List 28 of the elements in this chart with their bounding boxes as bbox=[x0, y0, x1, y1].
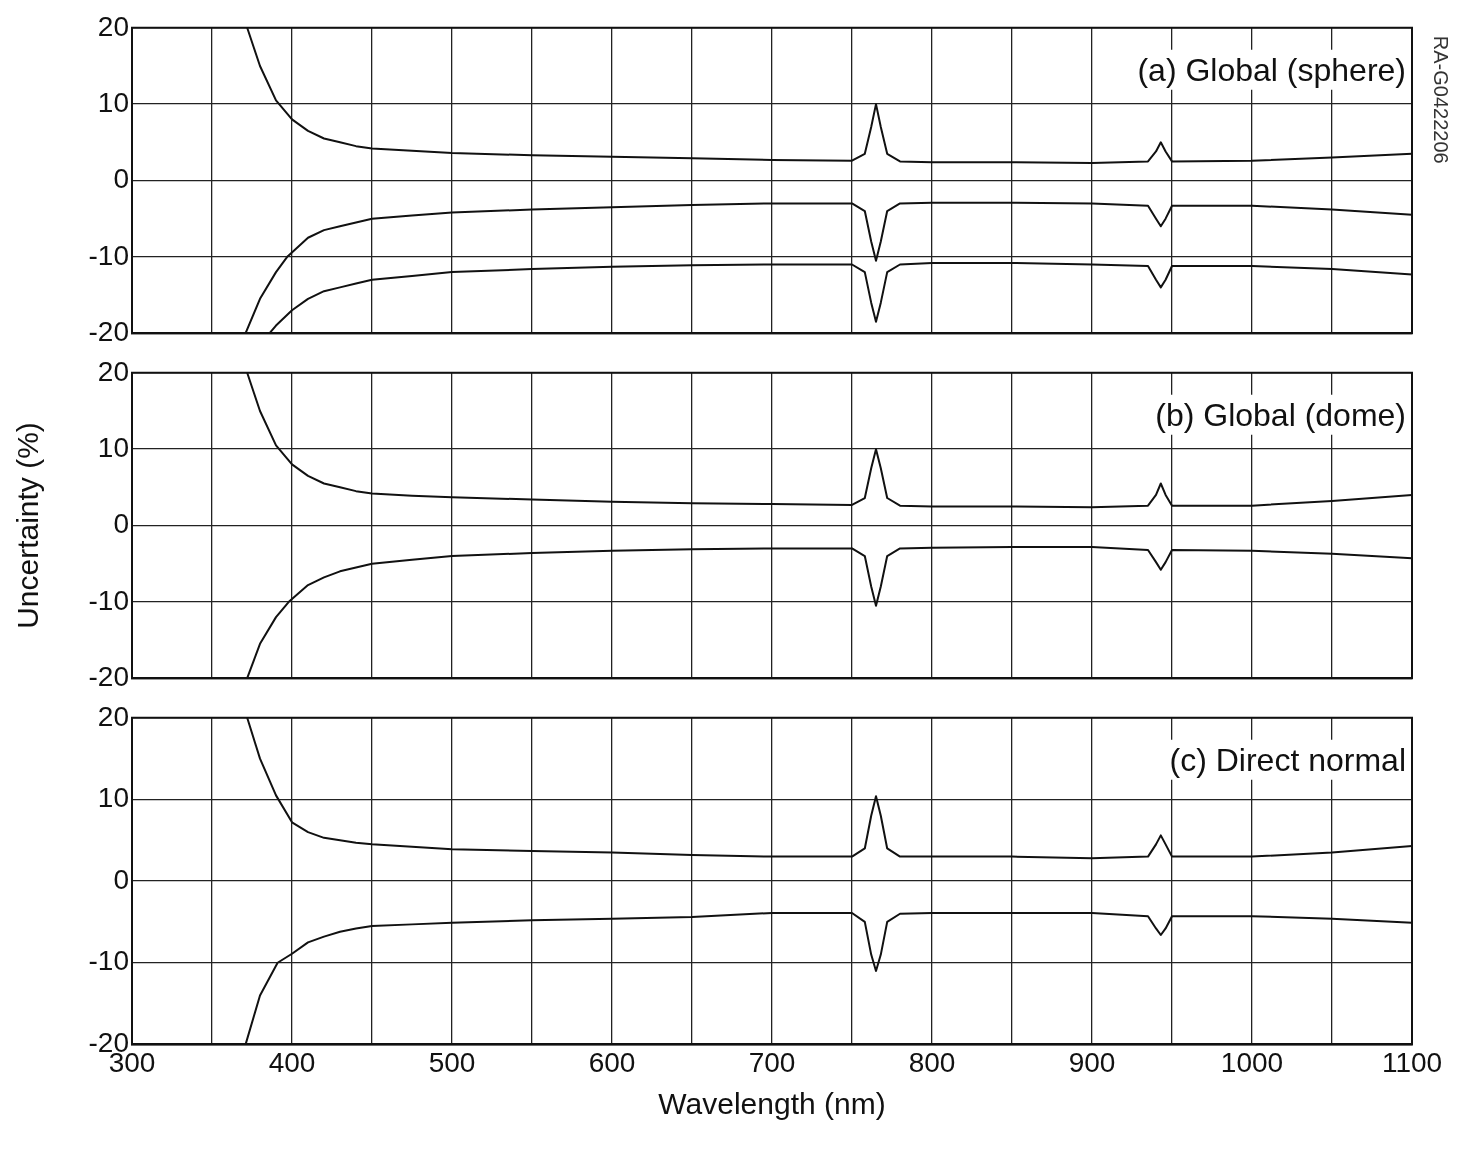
y-tick-label: 0 bbox=[113, 163, 129, 195]
annotation: (c) Direct normal bbox=[1169, 741, 1406, 778]
x-tick-label: 500 bbox=[428, 1046, 476, 1078]
y-tick-label: 20 bbox=[97, 355, 129, 387]
x-tick-label: 400 bbox=[268, 1046, 316, 1078]
y-tick-label: 20 bbox=[97, 700, 129, 732]
annotation: (a) Global (sphere) bbox=[1137, 51, 1406, 88]
x-tick-label: 700 bbox=[748, 1046, 796, 1078]
y-tick-label: -10 bbox=[88, 584, 129, 616]
y-tick-label: 0 bbox=[113, 863, 129, 895]
x-axis-title: Wavelength (nm) bbox=[658, 1087, 886, 1121]
y-tick-label: 10 bbox=[97, 431, 129, 463]
x-tick-label: 1000 bbox=[1220, 1046, 1284, 1078]
x-tick-label: 600 bbox=[588, 1046, 636, 1078]
y-tick-label: -20 bbox=[88, 660, 129, 692]
y-tick-label: -10 bbox=[88, 239, 129, 271]
y-tick-label: -10 bbox=[88, 945, 129, 977]
y-tick-label: 0 bbox=[113, 508, 129, 540]
y-tick-label: 10 bbox=[97, 86, 129, 118]
x-tick-label: 1100 bbox=[1381, 1046, 1443, 1078]
text: RA-G0422206 bbox=[1430, 35, 1453, 164]
y-tick-label: -20 bbox=[88, 315, 129, 347]
x-tick-label: 800 bbox=[908, 1046, 956, 1078]
x-tick-label: 900 bbox=[1068, 1046, 1116, 1078]
y-tick-label: 20 bbox=[97, 10, 129, 42]
annotation: (b) Global (dome) bbox=[1155, 396, 1406, 433]
y-tick-label: 10 bbox=[97, 782, 129, 814]
y-axis-title: Uncertainty (%) bbox=[11, 422, 45, 629]
